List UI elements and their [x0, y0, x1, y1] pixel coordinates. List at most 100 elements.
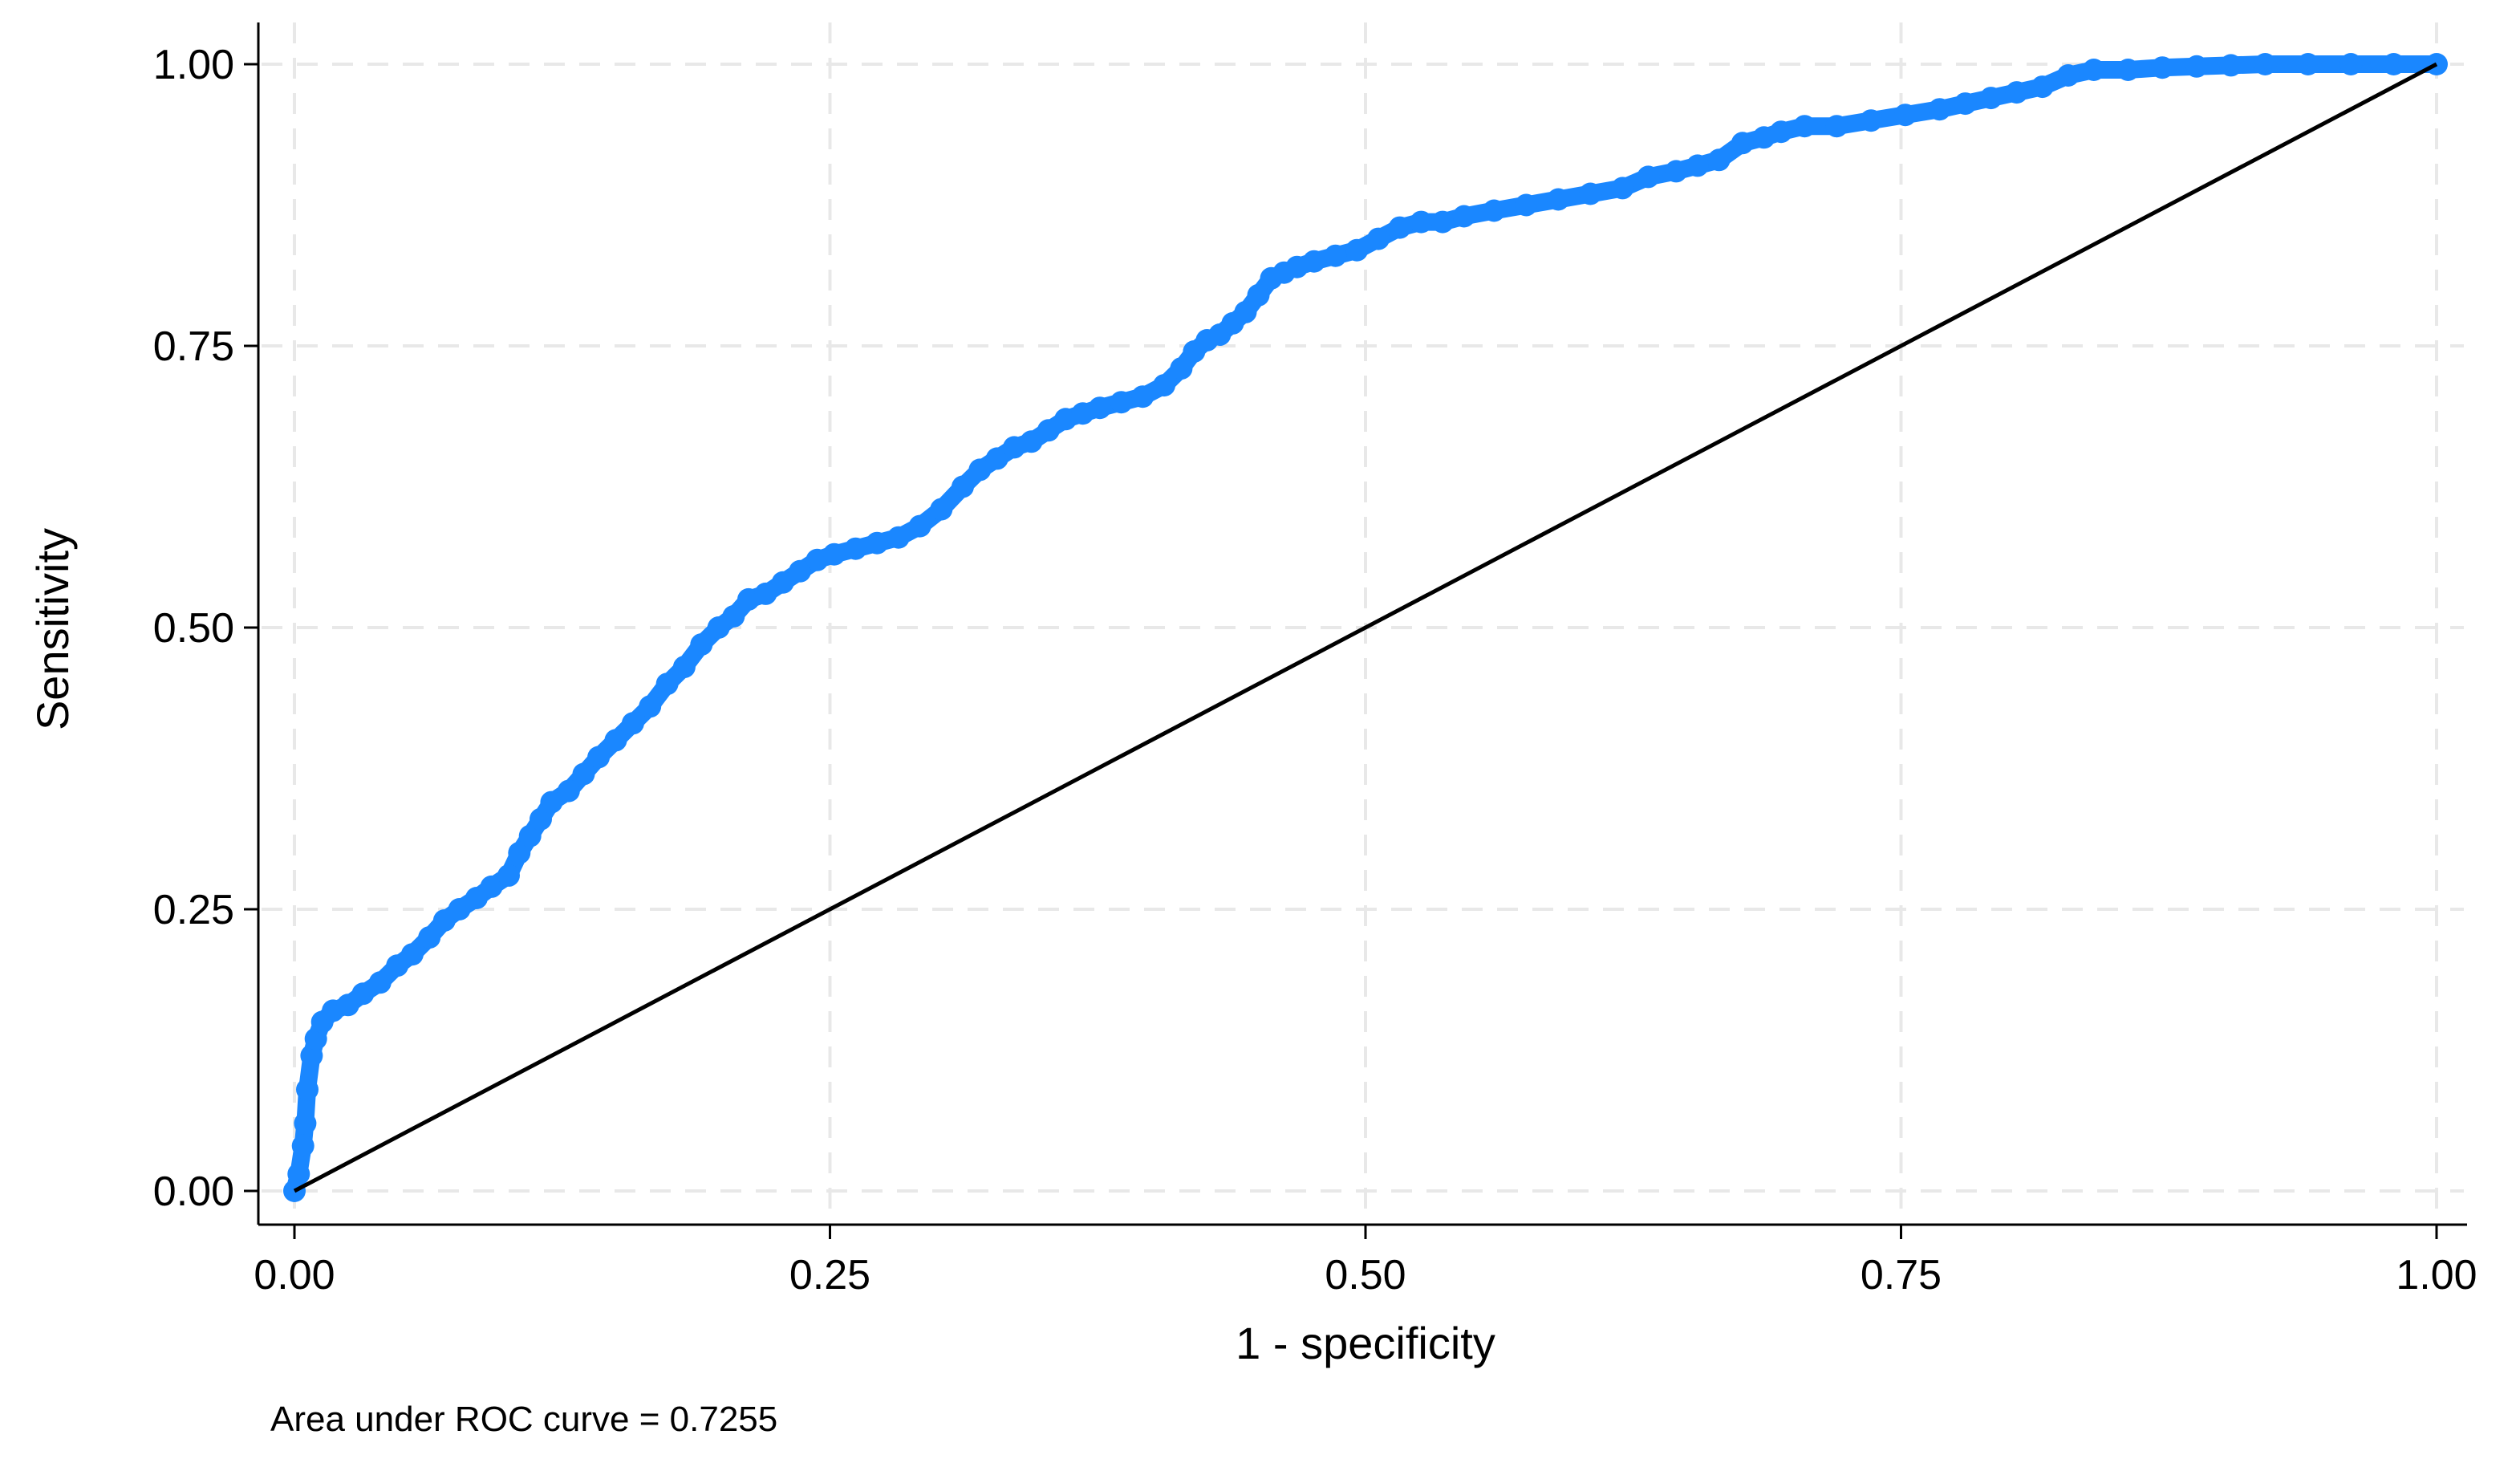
- roc-point: [418, 926, 441, 949]
- roc-point: [572, 762, 595, 786]
- roc-point: [690, 633, 713, 656]
- roc-point: [672, 656, 696, 679]
- roc-point: [789, 559, 812, 583]
- roc-point: [1954, 92, 1977, 116]
- roc-point: [1483, 199, 1506, 222]
- roc-point: [1979, 87, 2003, 110]
- roc-point: [1131, 385, 1154, 408]
- roc-point: [1020, 430, 1043, 453]
- roc-point: [754, 582, 777, 605]
- x-tick-label: 0.00: [254, 1252, 335, 1298]
- roc-point: [2382, 53, 2405, 75]
- roc-point: [294, 1111, 317, 1135]
- roc-point: [1302, 250, 1325, 273]
- roc-point: [866, 531, 889, 555]
- x-tick-label: 0.25: [789, 1252, 870, 1298]
- roc-point: [771, 571, 794, 594]
- roc-point: [1860, 109, 1883, 132]
- roc-point: [1611, 177, 1634, 200]
- roc-point: [2005, 81, 2028, 104]
- reference-line: [293, 62, 2438, 1193]
- labels: 1 - specificity Sensitivity Area under R…: [27, 528, 1495, 1439]
- roc-point: [1825, 115, 1848, 138]
- roc-point: [2254, 53, 2277, 75]
- roc-point: [1088, 396, 1111, 420]
- roc-point: [1071, 402, 1094, 425]
- roc-curve: [283, 53, 2448, 1202]
- roc-point: [930, 498, 953, 521]
- roc-point: [1247, 283, 1270, 307]
- roc-point: [530, 807, 552, 831]
- roc-point: [1234, 300, 1257, 323]
- roc-point: [1054, 408, 1077, 431]
- roc-point: [1153, 374, 1175, 397]
- roc-point: [722, 605, 745, 628]
- y-tick-label: 0.25: [153, 887, 234, 933]
- roc-point: [844, 537, 867, 560]
- roc-point: [2082, 59, 2105, 81]
- roc-point: [1752, 126, 1775, 149]
- roc-point: [368, 971, 392, 994]
- roc-point: [1285, 255, 1309, 278]
- x-tick-label: 0.75: [1861, 1252, 1942, 1298]
- roc-point: [604, 729, 627, 752]
- roc-point: [737, 587, 760, 611]
- auc-note: Area under ROC curve = 0.7255: [270, 1400, 777, 1439]
- roc-point: [300, 1044, 323, 1067]
- roc-point: [2151, 56, 2174, 79]
- roc-point: [1003, 436, 1026, 459]
- roc-point: [1324, 244, 1347, 267]
- roc-point: [1452, 205, 1475, 228]
- roc-point: [1367, 227, 1390, 250]
- x-tick-label: 0.50: [1325, 1252, 1406, 1298]
- roc-point: [806, 548, 829, 571]
- roc-point: [304, 1027, 327, 1051]
- roc-point: [1410, 210, 1433, 234]
- roc-point: [448, 898, 471, 920]
- roc-point: [1707, 148, 1731, 172]
- roc-point: [351, 982, 375, 1006]
- roc-point: [1665, 160, 1688, 183]
- y-axis-title: Sensitivity: [27, 528, 78, 730]
- roc-point: [296, 1078, 319, 1101]
- roc-point: [497, 864, 520, 887]
- roc-point: [1770, 120, 1792, 144]
- x-axis-title: 1 - specificity: [1236, 1318, 1495, 1368]
- roc-point: [655, 673, 679, 696]
- roc-point: [985, 447, 1008, 470]
- roc-point: [587, 746, 611, 769]
- roc-point: [1686, 154, 1709, 177]
- roc-point: [887, 526, 910, 549]
- roc-point: [518, 824, 542, 847]
- roc-point: [2185, 55, 2208, 78]
- y-tick-label: 0.00: [153, 1168, 234, 1215]
- roc-point: [908, 514, 931, 538]
- roc-point: [2056, 64, 2080, 87]
- gridlines: [262, 22, 2464, 1221]
- roc-point: [1731, 132, 1754, 155]
- roc-point: [1388, 216, 1411, 239]
- roc-point: [1431, 210, 1455, 234]
- series-layer: [283, 53, 2448, 1202]
- roc-point: [287, 1162, 310, 1185]
- roc-point: [968, 458, 992, 482]
- x-tick-label: 1.00: [2396, 1252, 2477, 1298]
- roc-point: [1547, 188, 1570, 211]
- roc-point: [1637, 165, 1660, 189]
- axes: 0.00 0.25 0.50 0.75 1.00 0.00 0.25 0.50 0.75 1.00: [153, 22, 2477, 1298]
- roc-point: [1793, 115, 1816, 138]
- roc-point: [1110, 391, 1133, 414]
- roc-point: [952, 475, 974, 498]
- roc-point: [2116, 59, 2140, 81]
- roc-point: [1515, 193, 1538, 217]
- roc-point: [480, 875, 503, 898]
- roc-point: [2339, 53, 2363, 75]
- roc-point: [1928, 98, 1951, 121]
- roc-point: [508, 841, 531, 864]
- roc-point: [1037, 419, 1060, 442]
- roc-point: [557, 779, 580, 803]
- y-tick-label: 0.75: [153, 323, 234, 370]
- roc-point: [1579, 182, 1602, 205]
